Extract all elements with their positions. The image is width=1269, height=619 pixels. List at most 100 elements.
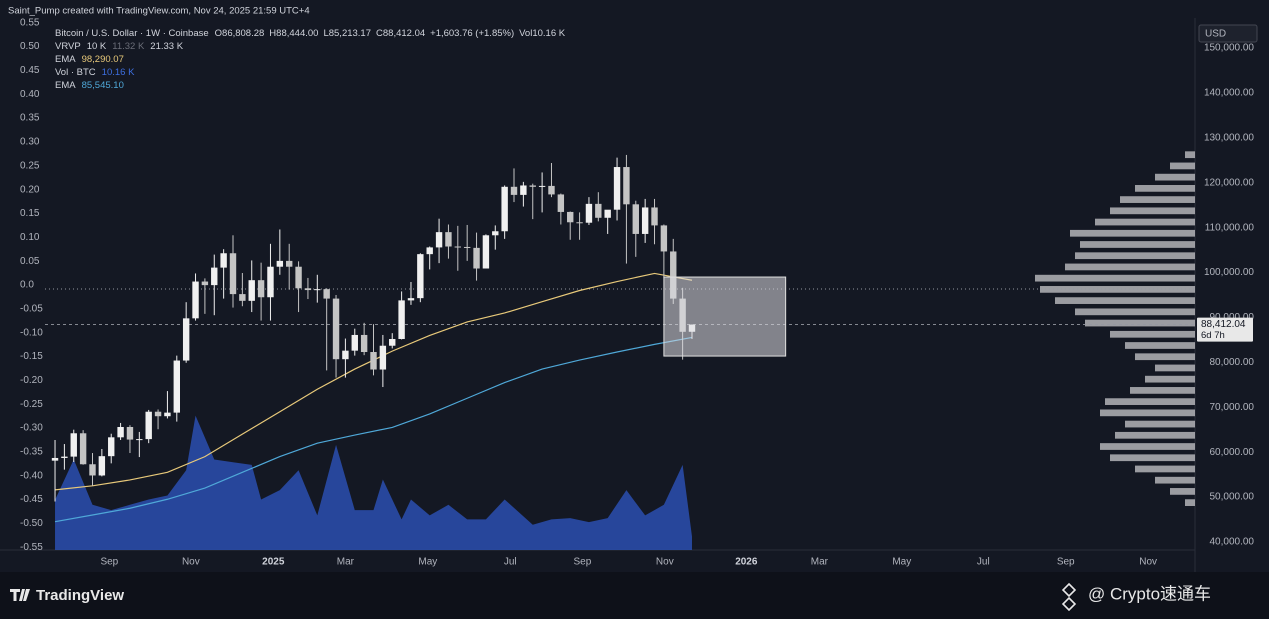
candle-body [398, 300, 405, 339]
profile-bar [1080, 241, 1195, 248]
y-tick-label: 80,000.00 [1210, 357, 1255, 368]
y2-tick-label: -0.25 [20, 399, 43, 410]
stat-value: 86,808.28 [222, 28, 264, 39]
candle-body [454, 246, 462, 248]
candle-body [548, 185, 555, 195]
legend-line: VRVP 10 K 11.32 K 21.33 K [55, 41, 184, 52]
indicator-name: VRVP [55, 41, 81, 52]
x-tick-label: Mar [811, 557, 829, 568]
ema-line [54, 336, 693, 523]
y2-tick-label: -0.45 [20, 494, 43, 505]
logo-mark [10, 589, 30, 601]
candle-body [651, 207, 658, 226]
indicator-value: 11.32 K [112, 41, 145, 52]
candle-body [126, 426, 134, 440]
candle-body [164, 412, 171, 417]
profile-bar [1115, 431, 1195, 439]
legend-line: EMA 85,545.10 [55, 80, 124, 91]
y2-tick-label: -0.30 [20, 423, 43, 434]
indicator-name: EMA [55, 54, 76, 65]
candle-body [379, 345, 387, 370]
legend-line: EMA 98,290.07 [55, 54, 124, 65]
candle-body [314, 289, 321, 291]
candle-body [145, 411, 152, 440]
x-tick-label: Sep [1057, 557, 1075, 568]
y2-tick-label: 0.55 [20, 17, 40, 28]
candle-body [445, 232, 452, 247]
candle-body [520, 185, 527, 195]
x-tick-label: Sep [100, 557, 118, 568]
candle-body [98, 456, 106, 476]
candle-body [136, 439, 143, 441]
legend-line: Bitcoin / U.S. Dollar · 1W · Coinbase O86… [55, 28, 566, 39]
indicator-value: 98,290.07 [82, 54, 124, 65]
stat-key: L [323, 28, 328, 39]
indicator-name: Vol · BTC [55, 67, 96, 78]
y2-tick-label: -0.50 [20, 518, 43, 529]
y2-tick-label: 0.40 [20, 89, 40, 100]
profile-bar [1170, 488, 1195, 495]
legend-line: Vol · BTC 10.16 K [55, 67, 135, 78]
indicator-value: 10 K [87, 41, 107, 52]
y2-tick-label: 0.10 [20, 232, 40, 243]
candle-body [89, 464, 96, 476]
candle-body [304, 288, 312, 291]
price-tag-value: 88,412.04 [1201, 319, 1246, 330]
y-tick-label: 70,000.00 [1210, 402, 1255, 413]
currency: USD [1205, 29, 1226, 40]
profile-bar [1070, 229, 1195, 237]
candle-body [211, 267, 218, 286]
candle-body [538, 185, 546, 187]
profile-bar [1125, 342, 1195, 349]
watermark: @ Crypto速通车 [1061, 582, 1211, 612]
x-tick-label: May [892, 557, 911, 568]
y-tick-label: 150,000.00 [1204, 43, 1254, 54]
watermark-text: @ Crypto速通车 [1088, 584, 1211, 603]
profile-bar [1100, 409, 1195, 417]
candle-body [623, 167, 630, 205]
candle-body [417, 254, 424, 299]
x-tick-label: 2025 [262, 557, 285, 568]
profile-bar [1145, 375, 1195, 383]
y-tick-label: 100,000.00 [1204, 267, 1254, 278]
candle-body [567, 211, 574, 223]
profile-bar [1075, 252, 1195, 260]
profile-bar [1185, 151, 1195, 159]
candle-body [79, 433, 87, 465]
profile-bar [1055, 297, 1195, 304]
profile-bar [1110, 330, 1195, 338]
x-tick-label: Nov [182, 557, 200, 568]
candle-body [70, 433, 77, 457]
y-tick-label: 40,000.00 [1210, 537, 1255, 548]
y-tick-label: 140,000.00 [1204, 88, 1254, 99]
stat-value: 88,412.04 [383, 28, 425, 39]
x-tick-label: Jul [504, 557, 517, 568]
currency-box [1198, 24, 1258, 43]
candle-body [670, 251, 677, 299]
indicator-value: 10.16 K [102, 67, 135, 78]
profile-bar [1100, 443, 1195, 450]
candle-body [595, 203, 602, 218]
y2-tick-label: 0.25 [20, 160, 40, 171]
indicator-value: 85,545.10 [82, 80, 124, 91]
change: +1,603.76 (+1.85%) [430, 28, 514, 39]
candle-body [510, 186, 518, 195]
y2-tick-label: 0.50 [20, 41, 40, 52]
y2-tick-label: 0.35 [20, 113, 40, 124]
profile-bar [1085, 319, 1195, 327]
indicator-value: 21.33 K [150, 41, 183, 52]
profile-bar [1035, 274, 1195, 282]
candle-body [342, 350, 349, 360]
y-tick-label: 110,000.00 [1205, 222, 1255, 233]
candle-body [192, 281, 199, 319]
profile-bar [1135, 353, 1195, 361]
candle-body [173, 360, 180, 413]
footer-bar [0, 572, 1269, 619]
candle-body [220, 253, 227, 268]
x-tick-label: 2026 [735, 557, 758, 568]
candle-body [389, 338, 396, 346]
x-tick-label: Nov [656, 557, 674, 568]
stat-key: H [269, 28, 276, 39]
y2-tick-label: -0.15 [20, 351, 43, 362]
y2-tick-label: -0.20 [20, 375, 43, 386]
